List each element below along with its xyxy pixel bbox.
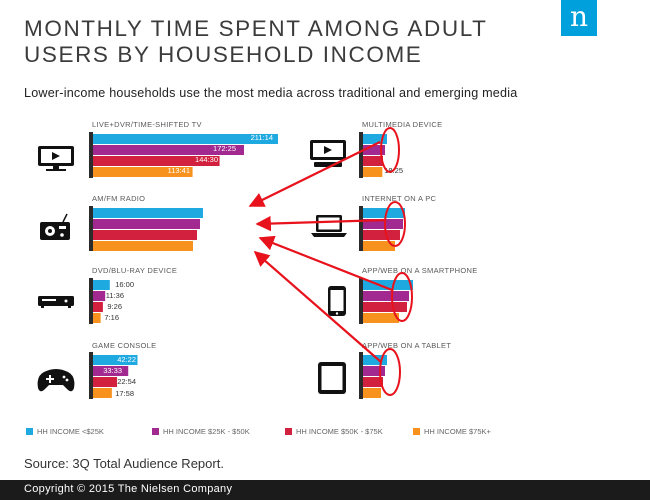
nielsen-logo: n xyxy=(561,0,597,36)
annotation-arrow-smartphone xyxy=(258,235,393,292)
legend-swatch-25k50k xyxy=(152,428,159,435)
panel-strip-console xyxy=(89,352,93,399)
legend-swatch-50k75k xyxy=(285,428,292,435)
bar-multimedia-50k75k xyxy=(363,156,383,166)
panel-title-pc: INTERNET ON A PC xyxy=(362,194,437,203)
copyright-text: Copyright © 2015 The Nielsen Company xyxy=(24,483,233,495)
bar-tablet-50k75k xyxy=(363,377,383,387)
bar-radio-75kplus xyxy=(93,241,193,251)
bar-pc-25k50k xyxy=(363,219,403,229)
panel-strip-radio xyxy=(89,206,93,251)
panel-strip-dvd xyxy=(89,278,93,324)
bar-pc-50k75k xyxy=(363,230,400,240)
bar-label-console-25k50k: 33:33 xyxy=(103,366,122,375)
panel-strip-tablet xyxy=(359,352,363,399)
panel-title-console: GAME CONSOLE xyxy=(92,341,156,350)
tablet-icon xyxy=(318,362,346,394)
panel-strip-pc xyxy=(359,206,363,251)
panel-strip-multimedia xyxy=(359,132,363,178)
panel-title-dvd: DVD/BLU-RAY DEVICE xyxy=(92,266,177,275)
bars-layer xyxy=(93,134,413,398)
annotation-circle-smartphone xyxy=(391,272,413,322)
annotation-circle-tablet xyxy=(379,348,401,396)
infographic-chart: LIVE+DVR/TIME-SHIFTED TV AM/FM RADIO DVD… xyxy=(26,120,492,436)
annotation-circle-multimedia xyxy=(380,127,400,173)
bar-tv-25k50k xyxy=(93,145,245,155)
legend-label-lt25k: HH INCOME <$25K xyxy=(37,427,104,436)
bar-label-dvd-50k75k: 9:26 xyxy=(107,302,122,311)
bar-multimedia-lt25k xyxy=(363,134,387,144)
laptop-icon xyxy=(311,215,347,237)
annotation-circles xyxy=(379,127,413,396)
panel-title-tv: LIVE+DVR/TIME-SHIFTED TV xyxy=(92,120,202,129)
bar-radio-lt25k xyxy=(93,208,203,218)
bar-dvd-lt25k xyxy=(93,280,110,290)
bar-console-lt25k xyxy=(93,355,138,365)
radio-icon xyxy=(40,213,70,240)
bar-label-console-50k75k: 22:54 xyxy=(117,377,136,386)
bar-label-tv-lt25k: 211:14 xyxy=(251,133,273,142)
bar-label-tv-75kplus: 113:41 xyxy=(168,166,190,175)
game-controller-icon xyxy=(37,369,75,392)
bar-label-tv-50k75k: 144:30 xyxy=(195,155,218,164)
chart-subtitle: Lower-income households use the most med… xyxy=(24,86,518,100)
bar-smartphone-75kplus xyxy=(363,313,399,323)
bar-tv-lt25k xyxy=(93,134,278,144)
bar-tablet-25k50k xyxy=(363,366,385,376)
panel-strip-smartphone xyxy=(359,278,363,324)
dvd-player-icon xyxy=(38,296,74,308)
bar-smartphone-lt25k xyxy=(363,280,413,290)
panel-strip-tv xyxy=(89,132,93,178)
bar-label-console-lt25k: 42:22 xyxy=(117,355,136,364)
legend-label-25k50k: HH INCOME $25K - $50K xyxy=(163,427,250,436)
annotation-arrows xyxy=(248,141,393,363)
chart-legend: HH INCOME <$25K HH INCOME $25K - $50K HH… xyxy=(26,427,492,436)
bar-dvd-25k50k xyxy=(93,291,106,301)
source-note: Source: 3Q Total Audience Report. xyxy=(24,456,224,471)
bar-multimedia-25k50k xyxy=(363,145,385,155)
annotation-arrow-pc xyxy=(255,215,387,232)
bar-radio-25k50k xyxy=(93,219,200,229)
panel-title-smartphone: APP/WEB ON A SMARTPHONE xyxy=(362,266,478,275)
bar-tv-75kplus xyxy=(93,167,193,177)
bar-label-tv-25k50k: 172:25 xyxy=(213,144,236,153)
footer-bar: Copyright © 2015 The Nielsen Company xyxy=(0,480,650,500)
panel-title-multimedia: MULTIMEDIA DEVICE xyxy=(362,120,442,129)
bar-console-25k50k xyxy=(93,366,129,376)
smartphone-icon xyxy=(328,286,346,316)
bar-label-console-75kplus: 17:58 xyxy=(115,389,134,398)
bar-dvd-75kplus xyxy=(93,313,101,323)
bar-tablet-75kplus xyxy=(363,388,381,398)
legend-swatch-lt25k xyxy=(26,428,33,435)
panel-title-tablet: APP/WEB ON A TABLET xyxy=(362,341,451,350)
page-title: MONTHLY TIME SPENT AMONG ADULT USERS BY … xyxy=(24,16,488,67)
bar-pc-75kplus xyxy=(363,241,395,251)
legend-label-75kplus: HH INCOME $75K+ xyxy=(424,427,492,436)
bar-label-dvd-75kplus: 7:16 xyxy=(104,313,119,322)
bar-label-dvd-lt25k: 16:00 xyxy=(115,280,134,289)
bar-label-dvd-25k50k: 11:36 xyxy=(106,291,124,300)
legend-swatch-75kplus xyxy=(413,428,420,435)
bar-tablet-lt25k xyxy=(363,355,387,365)
bar-console-75kplus xyxy=(93,388,112,398)
bar-multimedia-75kplus xyxy=(363,167,383,177)
panel-title-radio: AM/FM RADIO xyxy=(92,194,145,203)
bar-smartphone-50k75k xyxy=(363,302,407,312)
bar-dvd-50k75k xyxy=(93,302,103,312)
bar-radio-50k75k xyxy=(93,230,197,240)
multimedia-device-icon xyxy=(310,140,346,167)
annotation-arrow-tablet xyxy=(253,250,382,363)
bar-tv-50k75k xyxy=(93,156,220,166)
tv-icon xyxy=(38,146,74,171)
bar-pc-lt25k xyxy=(363,208,405,218)
bar-console-50k75k xyxy=(93,377,118,387)
bar-smartphone-25k50k xyxy=(363,291,409,301)
legend-label-50k75k: HH INCOME $50K - $75K xyxy=(296,427,383,436)
annotation-arrow-multimedia xyxy=(248,141,381,207)
annotation-circle-pc xyxy=(384,201,406,247)
